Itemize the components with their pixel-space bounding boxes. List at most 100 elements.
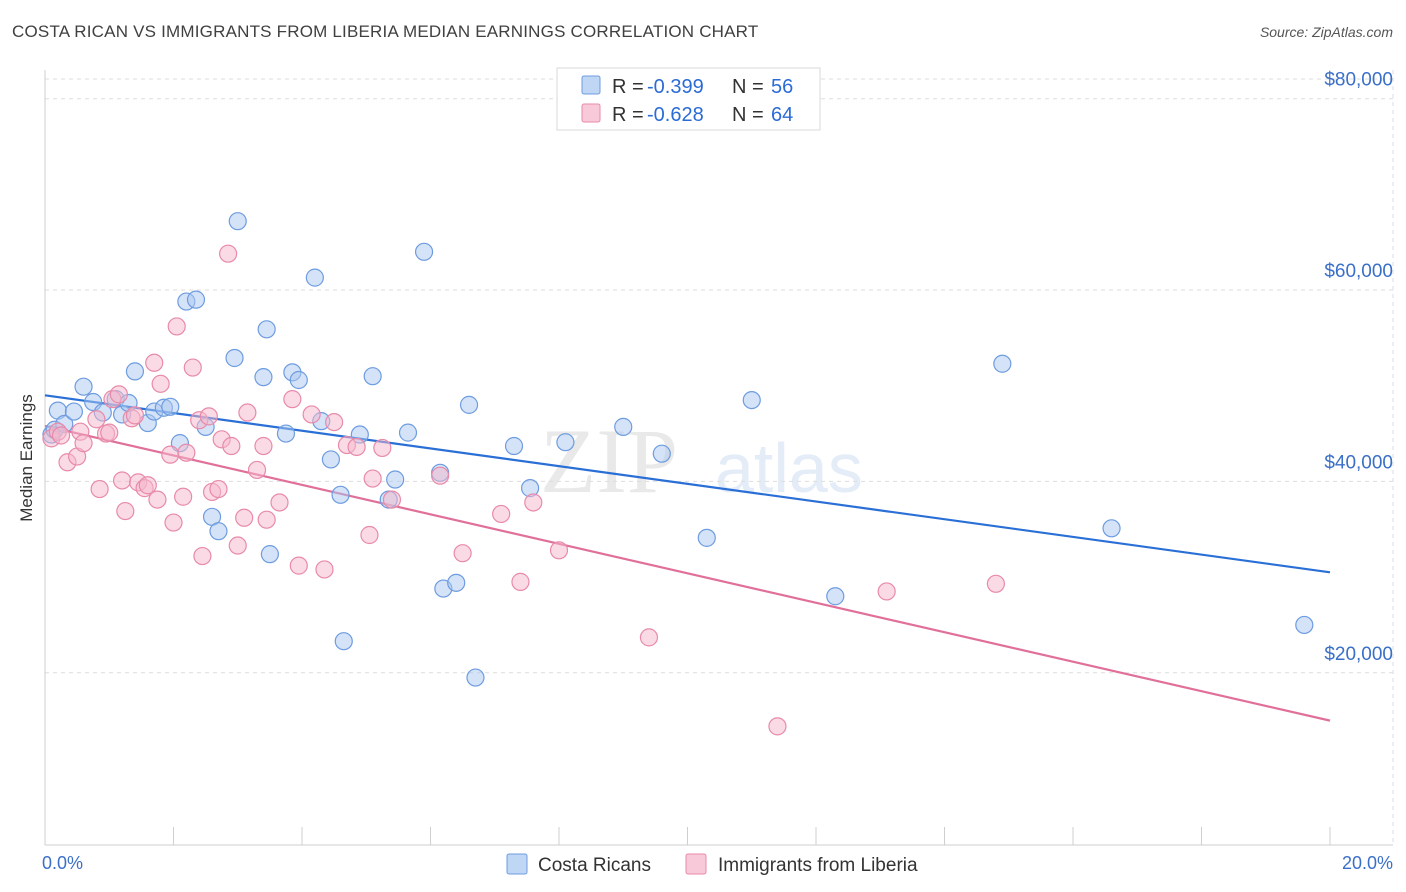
point-liberia: [453, 544, 472, 563]
point-liberia: [373, 438, 392, 458]
watermark-atlas: atlas: [715, 429, 863, 507]
x-tick-label: 0.0%: [42, 853, 83, 873]
x-tick-labels: 0.0% 20.0%: [42, 853, 1393, 873]
point-liberia: [549, 541, 569, 560]
legend-swatch-pink: [581, 103, 601, 123]
legend-n-label: N =: [732, 104, 764, 126]
point-costa-ricans: [321, 450, 341, 469]
series-legend-swatch-liberia: [685, 853, 707, 875]
y-tick-label: $80,000: [1324, 70, 1393, 91]
axes: [44, 70, 1393, 846]
point-liberia: [174, 487, 193, 506]
point-costa-ricans: [504, 436, 524, 456]
point-liberia: [145, 353, 164, 372]
series-legend-label-costa-ricans: Costa Ricans: [538, 855, 651, 876]
point-liberia: [161, 445, 180, 464]
point-costa-ricans: [614, 417, 633, 436]
point-liberia: [164, 513, 183, 532]
point-costa-ricans: [209, 522, 228, 541]
point-liberia: [109, 385, 128, 404]
point-liberia: [100, 423, 119, 442]
y-tick-label: $20,000: [1324, 644, 1393, 665]
legend-r-value: -0.628: [647, 104, 704, 126]
y-tick-labels: $20,000 $40,000 $60,000 $80,000: [1324, 70, 1393, 665]
point-liberia: [222, 436, 241, 456]
y-tick-label: $40,000: [1324, 452, 1393, 473]
point-costa-ricans: [1295, 615, 1314, 635]
point-liberia: [219, 244, 238, 263]
point-costa-ricans: [466, 668, 485, 687]
point-costa-ricans: [386, 470, 405, 489]
legend-n-value: 56: [771, 76, 793, 98]
point-liberia: [524, 493, 543, 512]
point-liberia: [363, 469, 382, 488]
y-axis-label: Median Earnings: [17, 394, 36, 522]
chart-title: COSTA RICAN VS IMMIGRANTS FROM LIBERIA M…: [12, 22, 759, 41]
legend-row-pink: R = -0.628 N = 64: [581, 103, 793, 126]
series-legend-label-liberia: Immigrants from Liberia: [718, 855, 918, 876]
point-liberia: [151, 374, 170, 393]
point-liberia: [325, 412, 344, 432]
point-costa-ricans: [1102, 519, 1121, 538]
legend-row-blue: R = -0.399 N = 56: [581, 75, 793, 98]
point-liberia: [209, 479, 228, 499]
point-costa-ricans: [398, 423, 418, 442]
point-liberia: [228, 536, 247, 555]
legend-n-value: 64: [771, 104, 793, 126]
point-costa-ricans: [447, 573, 466, 592]
point-costa-ricans: [260, 545, 279, 564]
source-credit: Source: ZipAtlas.com: [1259, 24, 1393, 40]
point-costa-ricans: [161, 397, 180, 416]
point-liberia: [183, 358, 202, 377]
point-costa-ricans: [334, 632, 353, 651]
legend-frame: [556, 67, 821, 131]
point-liberia: [302, 405, 321, 424]
watermark-zip: ZIP: [540, 410, 678, 512]
point-liberia: [382, 490, 402, 509]
point-costa-ricans: [826, 587, 845, 606]
point-costa-ricans: [225, 348, 244, 368]
point-costa-ricans: [652, 444, 671, 463]
legend-r-value: -0.399: [647, 76, 704, 98]
point-liberia: [283, 390, 302, 409]
point-liberia: [431, 466, 450, 485]
point-costa-ricans: [363, 367, 382, 386]
legend-r-label: R =: [612, 76, 644, 98]
legend-r-label: R =: [612, 104, 644, 126]
point-costa-ricans: [459, 395, 479, 414]
point-liberia: [193, 546, 212, 566]
point-liberia: [511, 572, 530, 591]
point-costa-ricans: [993, 354, 1012, 373]
point-liberia: [235, 508, 254, 527]
point-liberia: [257, 510, 276, 529]
point-liberia: [90, 479, 109, 499]
point-costa-ricans: [228, 212, 247, 231]
trend-line-costa-ricans: [44, 394, 1331, 574]
point-liberia: [492, 504, 511, 524]
point-liberia: [138, 476, 157, 495]
point-liberia: [167, 317, 186, 336]
point-liberia: [148, 490, 167, 509]
point-liberia: [87, 410, 106, 429]
y-tick-label: $60,000: [1324, 261, 1393, 282]
point-costa-ricans: [742, 390, 761, 410]
point-liberia: [360, 525, 379, 545]
point-liberia: [768, 717, 787, 736]
point-liberia: [74, 434, 93, 453]
point-costa-ricans: [289, 370, 308, 390]
x-tick-label: 20.0%: [1342, 853, 1393, 873]
point-costa-ricans: [414, 242, 434, 261]
point-liberia: [289, 556, 308, 575]
point-liberia: [877, 582, 896, 601]
point-costa-ricans: [125, 362, 145, 381]
point-liberia: [51, 426, 71, 445]
series-legend: Costa Ricans Immigrants from Liberia: [506, 853, 918, 876]
data-points: [42, 212, 1314, 736]
point-costa-ricans: [305, 268, 324, 287]
point-liberia: [238, 403, 257, 422]
point-liberia: [125, 406, 145, 425]
point-costa-ricans: [331, 485, 350, 504]
point-liberia: [177, 443, 196, 462]
point-costa-ricans: [74, 377, 93, 396]
